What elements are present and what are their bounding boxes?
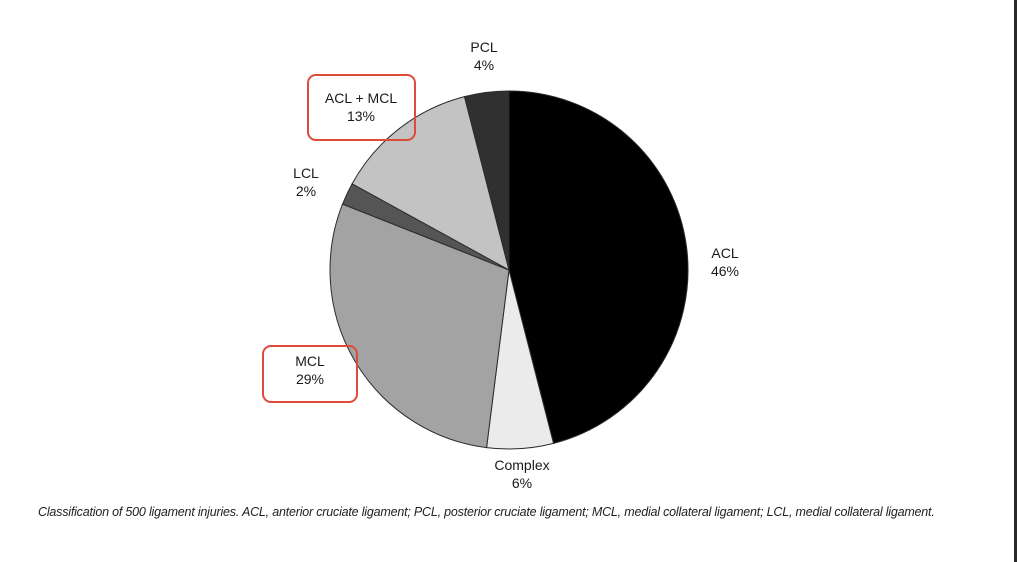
slice-value-mcl: 29%: [296, 371, 324, 387]
slice-label-mcl: MCL: [295, 353, 325, 369]
pie-chart: ACL 46% Complex 6% MCL 29% LCL 2% ACL + MCL 13% PC…: [262, 39, 739, 491]
slice-label-acl-mcl: ACL + MCL: [325, 90, 397, 106]
pie-slice-pcl: [463, 90, 510, 271]
slice-label-complex: Complex: [494, 457, 549, 473]
slice-value-acl: 46%: [711, 263, 739, 279]
slice-value-pcl: 4%: [474, 57, 494, 73]
highlight-box-mcl: [262, 345, 358, 403]
slice-label-lcl: LCL: [293, 165, 319, 181]
slice-label-pcl: PCL: [470, 39, 497, 55]
slice-value-complex: 6%: [512, 475, 532, 491]
right-border: [1014, 0, 1017, 562]
slice-label-acl: ACL: [711, 245, 738, 261]
pie-slice-mcl: [329, 203, 510, 449]
highlight-box-acl-mcl: [307, 74, 416, 141]
pie-slice-acl: [508, 90, 689, 444]
figure-caption: Classification of 500 ligament injuries.…: [38, 505, 935, 519]
slice-value-lcl: 2%: [296, 183, 316, 199]
slice-value-acl-mcl: 13%: [347, 108, 375, 124]
